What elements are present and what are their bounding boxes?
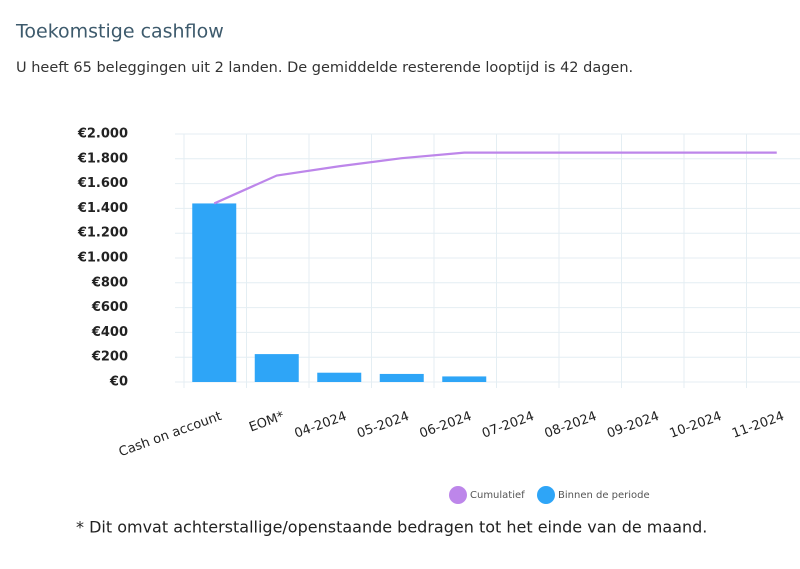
x-tick-label: 09-2024 — [605, 409, 661, 442]
y-tick-label: €1.200 — [77, 226, 128, 241]
y-tick-label: €1.800 — [77, 151, 128, 166]
x-tick-label: 06-2024 — [418, 409, 474, 442]
x-tick-label: Cash on account — [117, 409, 224, 460]
x-tick-label: 08-2024 — [543, 409, 599, 442]
x-tick-label: 10-2024 — [668, 409, 724, 442]
bar — [254, 354, 299, 382]
y-tick-label: €400 — [91, 325, 128, 340]
legend-swatch — [537, 486, 555, 504]
legend-label: Binnen de periode — [558, 490, 650, 501]
bar — [317, 372, 362, 382]
y-tick-label: €800 — [91, 275, 128, 290]
x-tick-label: EOM* — [247, 409, 287, 436]
line — [213, 151, 777, 205]
subtitle: U heeft 65 beleggingen uit 2 landen. De … — [16, 60, 633, 76]
x-tick-label: 05-2024 — [355, 409, 411, 442]
footnote: * Dit omvat achterstallige/openstaande b… — [76, 518, 707, 537]
y-tick-label: €600 — [91, 300, 128, 315]
bar — [379, 373, 424, 382]
y-tick-label: €0 — [109, 375, 128, 390]
y-tick-label: €1.400 — [77, 201, 128, 216]
bar — [192, 203, 237, 382]
legend-label: Cumulatief — [470, 490, 525, 501]
y-tick-label: €1.600 — [77, 176, 128, 191]
y-tick-label: €2.000 — [77, 127, 128, 142]
bar — [442, 376, 487, 382]
x-tick-label: 04-2024 — [293, 409, 349, 442]
x-tick-label: 07-2024 — [480, 409, 536, 442]
y-tick-label: €1.000 — [77, 251, 128, 266]
y-tick-label: €200 — [91, 350, 128, 365]
x-tick-label: 11-2024 — [730, 409, 786, 442]
legend-swatch — [449, 486, 467, 504]
title: Toekomstige cashflow — [15, 21, 224, 43]
